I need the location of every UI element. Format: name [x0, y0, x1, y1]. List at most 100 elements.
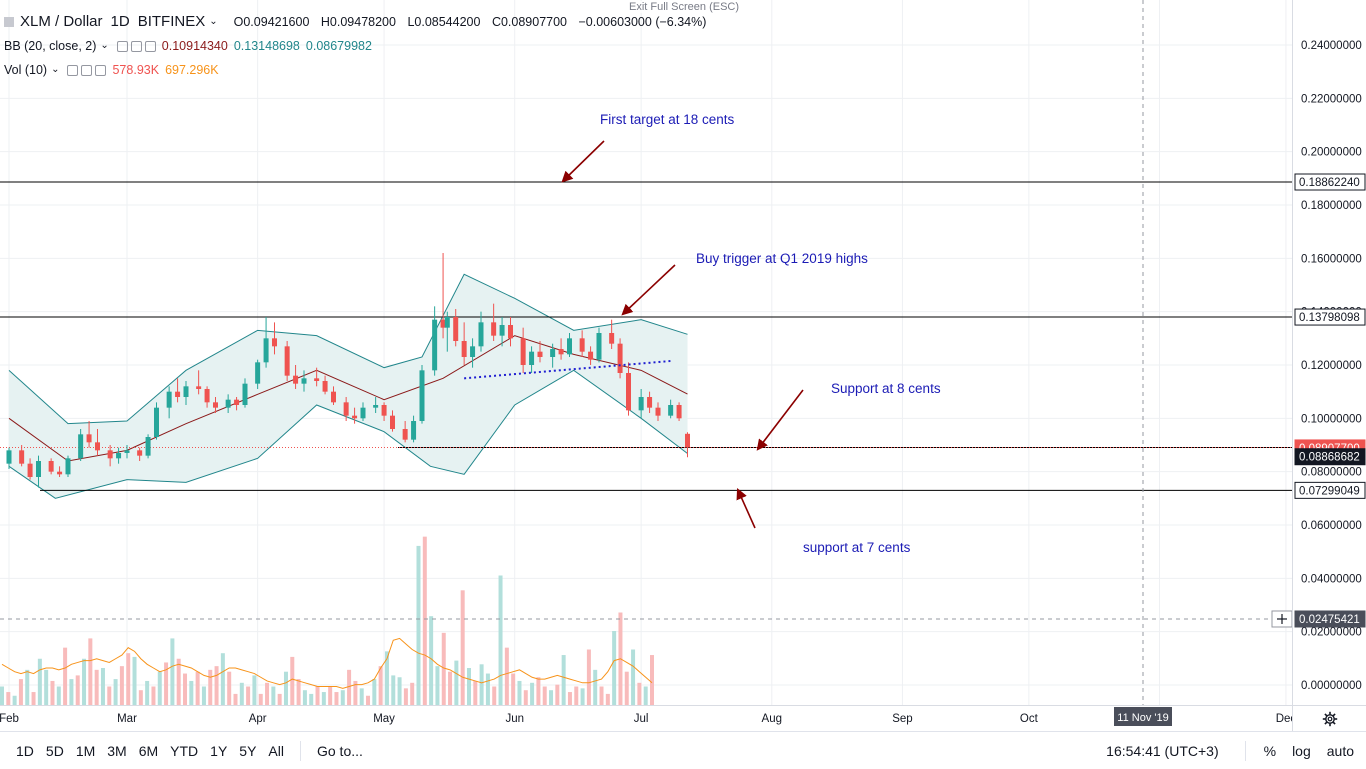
candle-body: [352, 415, 358, 419]
volume-bar: [189, 680, 194, 705]
candle-body: [520, 338, 526, 365]
eye-icon[interactable]: [67, 64, 79, 76]
exchange-label[interactable]: BITFINEX: [137, 13, 206, 30]
timeframe-1d[interactable]: 1D: [16, 742, 34, 759]
goto-date-button[interactable]: Go to...: [316, 742, 363, 759]
annotation-buy-trigger[interactable]: Buy trigger at Q1 2019 highs: [696, 251, 868, 266]
vol-indicator-row[interactable]: Vol (10) ⌄ 578.93K 697.296K: [4, 58, 706, 82]
volume-bar: [599, 686, 604, 705]
interval-label[interactable]: 1D: [110, 13, 130, 30]
price-tick-label: 0.08000000: [1301, 467, 1362, 479]
candle-body: [432, 319, 438, 371]
volume-bar: [0, 686, 4, 705]
bb-basis-line: [8, 335, 688, 462]
annotation-support-7[interactable]: support at 7 cents: [803, 540, 911, 555]
volume-bar: [296, 679, 301, 705]
bb-label[interactable]: BB (20, close, 2): [4, 39, 97, 53]
volume-bar: [220, 653, 225, 705]
candle-body: [242, 383, 248, 405]
volume-bar: [25, 669, 30, 705]
volume-bar: [536, 677, 541, 705]
settings-icon[interactable]: [81, 64, 93, 76]
candle-body: [95, 442, 100, 451]
timeframe-ytd[interactable]: YTD: [170, 742, 199, 759]
volume-bar: [119, 666, 124, 705]
volume-bar: [517, 680, 522, 705]
price-label-crosshair-box: [1294, 610, 1366, 628]
candle-body: [470, 346, 476, 357]
chart-settings-button[interactable]: [1292, 705, 1366, 731]
volume-bar: [353, 680, 358, 705]
annotation-support-8[interactable]: Support at 8 cents: [831, 381, 941, 396]
log-scale-toggle[interactable]: log: [1292, 742, 1311, 759]
chevron-down-icon[interactable]: ⌄: [51, 64, 60, 75]
volume-bar: [246, 686, 251, 705]
volume-bar: [612, 631, 617, 705]
eye-icon[interactable]: [116, 40, 128, 52]
volume-bar: [366, 695, 371, 705]
low-label: L: [407, 15, 415, 29]
candle-body: [314, 378, 320, 381]
volume-bar: [170, 638, 175, 705]
candle-body: [57, 471, 63, 475]
symbol-name[interactable]: XLM / Dollar: [20, 13, 103, 30]
volume-bar: [605, 693, 610, 705]
chevron-down-icon[interactable]: ⌄: [100, 40, 109, 51]
bb-basis-value: 0.10914340: [161, 39, 228, 53]
price-label-hline-top: 0.18862240: [1294, 173, 1366, 191]
annotation-first-target[interactable]: First target at 18 cents: [600, 112, 735, 127]
volume-bar: [283, 671, 288, 705]
volume-bar: [498, 575, 503, 705]
time-tick-label: Jun: [505, 713, 524, 725]
timeframe-5d[interactable]: 5D: [45, 742, 64, 759]
volume-bar: [138, 690, 143, 705]
price-label-hline-low-text: 0.07299049: [1299, 485, 1360, 497]
timeframe-1y[interactable]: 1Y: [210, 742, 228, 759]
volume-bar: [624, 671, 629, 705]
bb-indicator-row[interactable]: BB (20, close, 2) ⌄ 0.10914340 0.1314869…: [4, 34, 706, 58]
annotation-arrow: [561, 140, 605, 183]
scale-tools: 16:54:41 (UTC+3) % log auto: [1106, 740, 1366, 761]
chevron-down-icon[interactable]: ⌄: [209, 16, 218, 27]
price-scale[interactable]: 0.24000000 0.22000000 0.20000000 0.18000000…: [1292, 0, 1366, 705]
time-tick-label: Mar: [117, 713, 137, 725]
price-chart[interactable]: [0, 0, 1292, 705]
timeframe-1m[interactable]: 1M: [75, 742, 96, 759]
bb-upper-line: [8, 273, 688, 425]
candle-body: [196, 386, 202, 389]
volume-bar: [403, 688, 408, 705]
price-label-hline-mid: 0.13798098: [1294, 308, 1366, 326]
clock[interactable]: 16:54:41 (UTC+3): [1106, 742, 1219, 759]
collapse-legend-button[interactable]: [4, 17, 14, 27]
candle-body: [166, 391, 172, 408]
time-axis[interactable]: FebMarAprMayJunJulAugSepOctNovDec11 Nov …: [0, 705, 1292, 731]
timeframe-5y[interactable]: 5Y: [239, 742, 257, 759]
candle-body: [36, 461, 41, 477]
volume-bar: [88, 638, 93, 705]
volume-bar: [321, 692, 326, 705]
candle-body: [461, 341, 467, 357]
close-icon[interactable]: [95, 64, 107, 76]
price-label-crosshair-text: 0.02475421: [1299, 614, 1360, 626]
timeframe-6m[interactable]: 6M: [138, 742, 159, 759]
volume-bar: [107, 686, 112, 705]
volume-bar: [265, 682, 270, 705]
price-tick-label: 0.16000000: [1301, 253, 1362, 265]
vol-label[interactable]: Vol (10): [4, 63, 48, 77]
chart-pane[interactable]: [0, 0, 1292, 705]
exit-fullscreen-hint[interactable]: Exit Full Screen (ESC): [629, 1, 740, 13]
settings-icon[interactable]: [130, 40, 142, 52]
time-crosshair-box: [1114, 707, 1172, 726]
bottom-toolbar: 1D 5D 1M 3M 6M YTD 1Y 5Y All Go to... 16…: [0, 731, 1366, 769]
volume-bar: [593, 669, 598, 705]
candle-body: [647, 397, 653, 408]
volume-bar: [637, 682, 642, 705]
close-icon[interactable]: [144, 40, 156, 52]
auto-scale-toggle[interactable]: auto: [1326, 742, 1354, 759]
percent-scale-toggle[interactable]: %: [1263, 742, 1277, 759]
candle-body: [154, 407, 159, 437]
timeframe-3m[interactable]: 3M: [107, 742, 127, 759]
volume-bar: [208, 669, 213, 705]
bb-upper-value: 0.13148698: [233, 39, 300, 53]
timeframe-all[interactable]: All: [268, 742, 284, 759]
